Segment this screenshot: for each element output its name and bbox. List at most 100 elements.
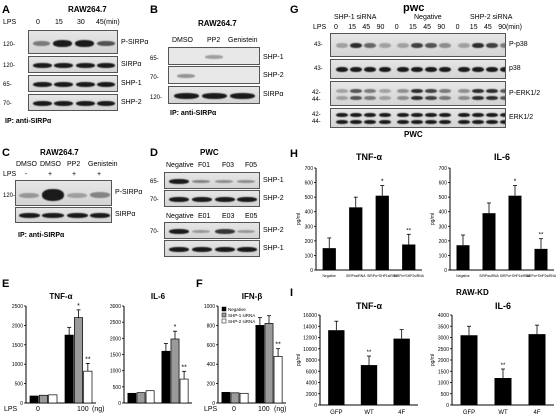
blot-band bbox=[336, 88, 348, 93]
y-tick-label: 12000 bbox=[303, 336, 317, 342]
panel-e-lps-label: LPS bbox=[4, 406, 18, 413]
y-tick-label: 500 bbox=[441, 392, 450, 398]
panel-d-bottom-lane-2: E01 bbox=[198, 213, 211, 220]
bar bbox=[145, 390, 155, 404]
y-tick-label: 200 bbox=[439, 239, 448, 245]
blot-band bbox=[500, 88, 505, 93]
bar bbox=[460, 335, 478, 405]
panel-a-time-30: 30 bbox=[77, 19, 85, 26]
bar bbox=[127, 392, 137, 404]
x-category-label: GFP bbox=[330, 410, 342, 416]
blot-band bbox=[500, 95, 505, 100]
panel-f-xtick-unit: (ng) bbox=[274, 406, 287, 413]
panel-label-i: I bbox=[290, 287, 294, 299]
panel-g-mw-1: 43- bbox=[314, 42, 323, 48]
panel-g-time-label: 90 bbox=[437, 24, 446, 31]
panel-g-row-label-4: ERK1/2 bbox=[509, 114, 534, 121]
y-tick-label: 14000 bbox=[303, 324, 317, 330]
blot-band bbox=[396, 88, 409, 93]
panel-g-mw-2: 43- bbox=[314, 66, 323, 72]
panel-c-ip-label: IP: anti-SIRPα bbox=[18, 232, 65, 239]
bar bbox=[494, 378, 512, 405]
blot-band bbox=[396, 120, 409, 124]
blot-band bbox=[336, 43, 348, 48]
significance-marker: ** bbox=[85, 356, 91, 363]
blot-band bbox=[486, 88, 498, 93]
panel-label-g: G bbox=[290, 4, 299, 16]
blot-band bbox=[411, 95, 423, 100]
blot-band bbox=[471, 67, 484, 72]
blot-band bbox=[350, 67, 363, 72]
x-category-label: GFP bbox=[463, 410, 475, 416]
blot-band bbox=[500, 43, 505, 48]
blot-band bbox=[336, 67, 348, 72]
legend-swatch bbox=[221, 312, 227, 318]
significance-marker: ** bbox=[181, 364, 187, 371]
panel-d-top-lane-3: F03 bbox=[222, 162, 235, 169]
blot-band bbox=[457, 43, 470, 48]
panel-g-row-label-2: p38 bbox=[509, 65, 521, 72]
blot-band bbox=[486, 67, 498, 72]
blot-band bbox=[378, 43, 391, 48]
significance-marker: * bbox=[77, 303, 80, 310]
y-tick-label: 2500 bbox=[110, 320, 121, 326]
y-tick-label: 2500 bbox=[438, 347, 449, 353]
blot-band bbox=[396, 67, 409, 72]
blot-band bbox=[425, 113, 438, 117]
panel-label-c: C bbox=[2, 147, 10, 159]
panel-f-xtick-100: 100 bbox=[258, 406, 270, 413]
blot-band bbox=[500, 67, 505, 72]
x-category-label: SIRPα+SHP2siRNA bbox=[394, 274, 425, 278]
blot-d-shp1 bbox=[164, 172, 260, 189]
significance-marker: * bbox=[174, 324, 177, 331]
x-category-label: SIRPαsiRNA bbox=[479, 274, 499, 278]
bar bbox=[73, 317, 84, 404]
blot-band bbox=[350, 113, 363, 117]
x-category-label: SIRPα+SHP1siRNA bbox=[500, 274, 531, 278]
blot-c-p-sirpa bbox=[15, 180, 112, 206]
blot-a-sirpa bbox=[28, 56, 118, 73]
y-tick-label: 2500 bbox=[12, 304, 23, 310]
bar bbox=[273, 356, 283, 404]
blot-band bbox=[486, 95, 498, 100]
x-category-label: 4F bbox=[533, 410, 540, 416]
panel-g-time-label: 15 bbox=[348, 24, 356, 31]
x-category-label: WT bbox=[498, 410, 508, 416]
panel-b-treat-genistein: Genistein bbox=[228, 37, 258, 44]
panel-g-mw-4: 42- 44- bbox=[312, 112, 321, 125]
y-tick-label: 200 bbox=[207, 382, 216, 388]
panel-d-bottom-lane-1: Negative bbox=[166, 213, 194, 220]
bar bbox=[136, 392, 146, 404]
y-tick-label: 2000 bbox=[438, 358, 449, 364]
y-tick-label: 0 bbox=[314, 403, 317, 409]
blot-band bbox=[425, 43, 438, 48]
blot-band bbox=[471, 95, 484, 100]
blot-band bbox=[439, 88, 452, 93]
blot-d-shp2-top bbox=[164, 190, 260, 207]
chart-title: IFN-β bbox=[242, 292, 263, 301]
x-category-label: Negative bbox=[323, 274, 336, 278]
blot-band bbox=[500, 120, 505, 124]
y-tick-label: 100 bbox=[439, 253, 448, 259]
x-category-label: SIRPα+SHP2siRNA bbox=[526, 274, 557, 278]
blot-band bbox=[378, 88, 391, 93]
y-tick-label: 1000 bbox=[12, 362, 23, 368]
panel-b-row-label-1: SHP-1 bbox=[263, 54, 284, 61]
panel-d-top-row-label-2: SHP-2 bbox=[263, 195, 284, 202]
bar bbox=[48, 394, 58, 404]
y-tick-label: 6000 bbox=[306, 369, 317, 375]
panel-a-time-15: 15 bbox=[55, 19, 63, 26]
legend-swatch bbox=[221, 306, 227, 312]
y-tick-label: 200 bbox=[305, 239, 314, 245]
panel-label-f: F bbox=[196, 278, 203, 290]
blot-band bbox=[457, 88, 470, 93]
blot-band bbox=[486, 43, 498, 48]
panel-b-row-label-3: SIRPα bbox=[263, 91, 284, 98]
panel-g-time-label: 0 bbox=[394, 24, 399, 31]
panel-c-treat-2: DMSO bbox=[40, 161, 61, 168]
bar bbox=[456, 245, 470, 270]
significance-marker: ** bbox=[406, 228, 411, 234]
y-tick-label: 500 bbox=[15, 382, 24, 388]
bar bbox=[255, 325, 265, 404]
